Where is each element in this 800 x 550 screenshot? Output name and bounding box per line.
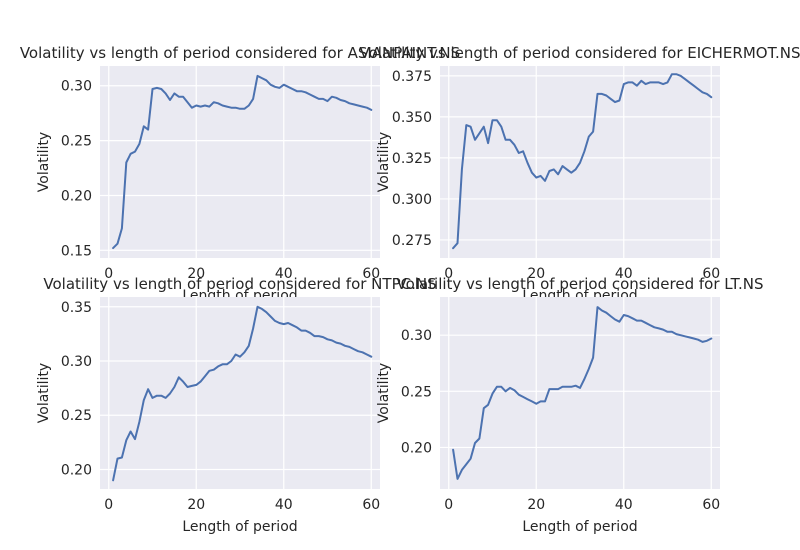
- grid: [100, 66, 380, 258]
- tick-labels: 0 20 40 60 0.15 0.20 0.25 0.30: [61, 79, 380, 282]
- grid: [440, 297, 720, 489]
- x-tick-label: 60: [702, 266, 720, 282]
- y-tick-label: 0.25: [401, 384, 432, 400]
- x-tick-label: 20: [527, 497, 545, 513]
- series-group: [112, 74, 373, 250]
- y-tick-label: 0.20: [61, 188, 92, 204]
- tick-labels: 0 20 40 60 0.20 0.25 0.30: [401, 328, 720, 513]
- series-group: [452, 306, 713, 480]
- plot-area: [440, 297, 720, 489]
- y-tick-label: 0.25: [61, 134, 92, 150]
- y-tick-label: 0.35: [61, 300, 92, 316]
- x-tick-label: 40: [615, 266, 633, 282]
- x-tick-label: 20: [527, 266, 545, 282]
- subplot-ntpc: 0 20 40 60 0.20 0.25 0.30 0.35 Length of period…: [36, 275, 437, 535]
- x-axis-label: Length of period: [522, 519, 637, 535]
- y-tick-label: 0.20: [61, 462, 92, 478]
- y-tick-label: 0.300: [392, 192, 432, 208]
- subplot-title: Volatility vs length of period considere…: [43, 275, 436, 293]
- y-tick-label: 0.20: [401, 440, 432, 456]
- grid: [100, 297, 380, 489]
- subplot-title: Volatility vs length of period considere…: [360, 44, 800, 62]
- x-tick-label: 40: [275, 266, 293, 282]
- series-group: [452, 73, 713, 250]
- y-tick-label: 0.325: [392, 151, 432, 167]
- series-line: [452, 306, 713, 480]
- y-axis-label: Volatility: [376, 363, 392, 423]
- x-axis-label: Length of period: [182, 519, 297, 535]
- subplot-title: Volatility vs length of period considere…: [20, 44, 460, 62]
- y-tick-label: 0.30: [61, 79, 92, 95]
- x-tick-label: 60: [702, 497, 720, 513]
- x-tick-label: 20: [187, 266, 205, 282]
- y-tick-label: 0.15: [61, 243, 92, 259]
- y-axis-label: Volatility: [376, 132, 392, 192]
- x-tick-label: 0: [104, 497, 113, 513]
- series-line: [112, 74, 373, 250]
- y-axis-label: Volatility: [36, 363, 52, 423]
- plot-area: [100, 66, 380, 258]
- y-tick-label: 0.350: [392, 110, 432, 126]
- tick-labels: 0 20 40 60 0.20 0.25 0.30 0.35: [61, 300, 380, 513]
- x-tick-label: 60: [362, 266, 380, 282]
- series-group: [112, 305, 373, 482]
- y-tick-label: 0.275: [392, 233, 432, 249]
- x-tick-label: 40: [275, 497, 293, 513]
- y-axis-label: Volatility: [36, 132, 52, 192]
- y-tick-label: 0.30: [61, 354, 92, 370]
- subplot-asianpaint: 0 20 40 600.150.200.250.30 Length of period…: [20, 44, 460, 304]
- y-tick-label: 0.25: [61, 408, 92, 424]
- subplot-title: Volatility vs length of period considere…: [397, 275, 764, 293]
- grid: [440, 66, 720, 258]
- series-line: [112, 305, 373, 482]
- x-tick-label: 0: [444, 497, 453, 513]
- x-tick-label: 40: [615, 497, 633, 513]
- y-tick-label: 0.30: [401, 328, 432, 344]
- x-tick-label: 0: [444, 266, 453, 282]
- y-tick-label: 0.375: [392, 69, 432, 85]
- plot-area: [100, 297, 380, 489]
- x-tick-label: 60: [362, 497, 380, 513]
- tick-labels: 0 20 40 60 0.275 0.300 0.325 0.350 0.375: [392, 69, 720, 282]
- subplot-lt: 0 20 40 60 0.20 0.25 0.30 Length of period Vol…: [376, 275, 763, 535]
- x-tick-label: 0: [104, 266, 113, 282]
- series-line: [452, 73, 713, 250]
- x-tick-label: 20: [187, 497, 205, 513]
